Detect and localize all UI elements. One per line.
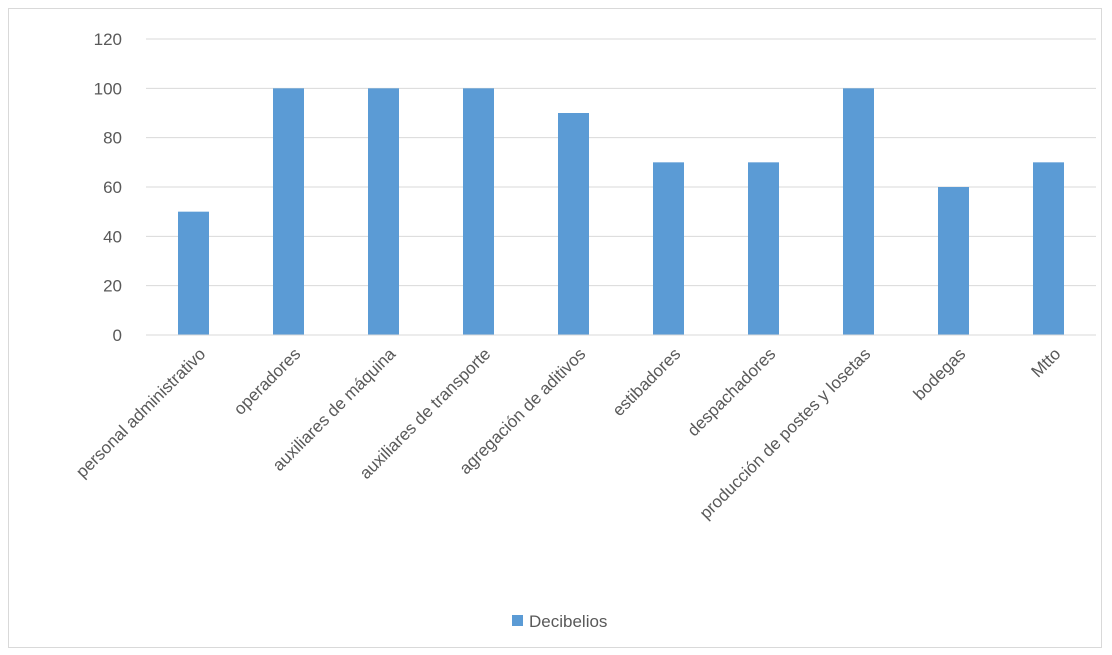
bar: [463, 88, 494, 335]
bar: [1033, 162, 1064, 335]
bar: [938, 187, 969, 335]
legend-swatch: [512, 615, 523, 626]
bar: [558, 113, 589, 335]
x-tick-label: personal administrativo: [72, 344, 209, 481]
bar: [178, 211, 209, 335]
x-tick-label: despachadores: [684, 344, 780, 440]
bar: [748, 162, 779, 335]
bars: [178, 88, 1064, 335]
bar: [843, 88, 874, 335]
x-tick-label: Mtto: [1028, 344, 1065, 381]
bar: [273, 88, 304, 335]
y-tick-label: 100: [94, 79, 122, 98]
x-tick-label: estibadores: [609, 344, 685, 420]
y-tick-label: 20: [103, 277, 122, 296]
bar: [653, 162, 684, 335]
y-tick-label: 0: [113, 326, 122, 345]
x-tick-label: bodegas: [910, 344, 970, 404]
x-axis-labels: personal administrativo operadoresauxilia…: [72, 344, 1064, 523]
y-tick-label: 60: [103, 178, 122, 197]
legend: Decibelios: [512, 612, 607, 631]
legend-label-decibelios: Decibelios: [529, 612, 607, 631]
x-tick-label: producción de postes y losetas: [696, 344, 874, 522]
y-tick-label: 120: [94, 30, 122, 49]
bar: [368, 88, 399, 335]
y-tick-label: 80: [103, 129, 122, 148]
gridlines: [146, 38, 1096, 287]
x-tick-label: operadores: [230, 344, 304, 418]
y-tick-label: 40: [103, 227, 122, 246]
y-axis-ticks: 0 20 40 60 80 100 120: [94, 30, 122, 345]
